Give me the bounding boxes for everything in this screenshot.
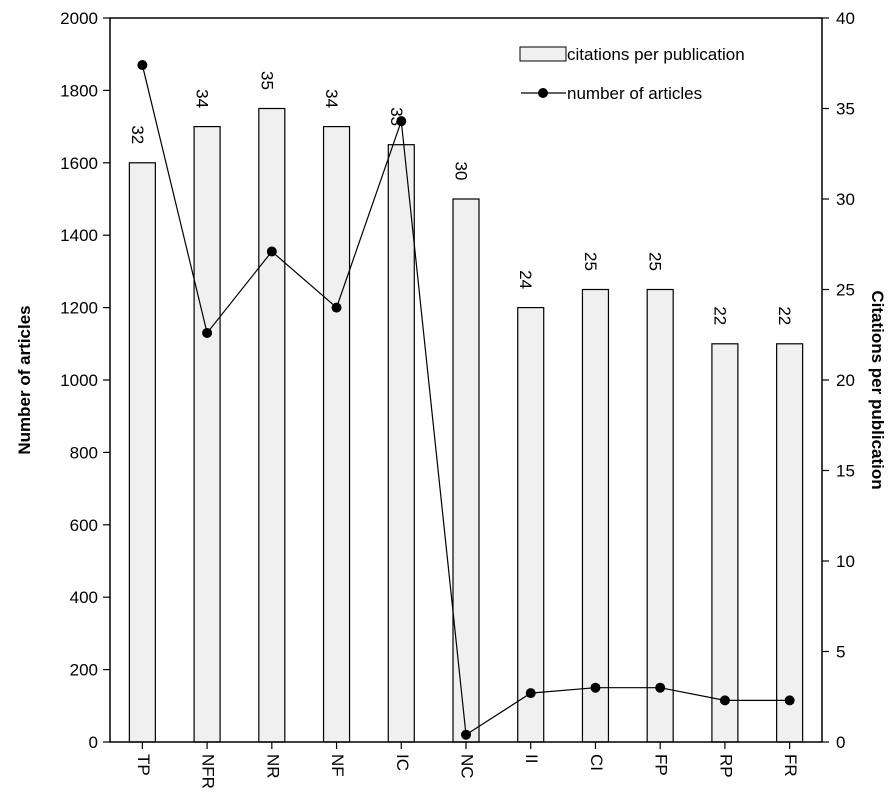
bar-value-label: 22	[710, 306, 729, 325]
x-tick-label: II	[522, 754, 541, 763]
x-tick-label: NR	[263, 754, 282, 779]
bar-nf	[322, 125, 351, 743]
bars-layer	[128, 107, 804, 743]
right-tick-label: 10	[836, 552, 855, 571]
left-tick-label: 1000	[60, 371, 98, 390]
legend-label-articles: number of articles	[567, 84, 702, 103]
bar-value-label: 22	[775, 306, 794, 325]
point-nf	[331, 302, 342, 313]
right-axis: 0 5 10 15 20 25 30 35 40	[822, 9, 855, 752]
y2-axis-title: Citations per publication	[868, 290, 887, 489]
bar-value-label: 34	[193, 89, 212, 108]
left-axis: 0 200 400 600 800 1000 1200 1400 1600 1800 2000	[60, 9, 110, 752]
x-tick-label: NF	[328, 754, 347, 777]
bar-ic	[387, 144, 415, 743]
bar-fr	[776, 343, 804, 743]
point-rp	[719, 695, 730, 706]
y-axis-title: Number of articles	[15, 305, 34, 454]
point-fp	[655, 682, 666, 693]
left-tick-label: 2000	[60, 9, 98, 28]
line-layer	[137, 60, 795, 740]
left-tick-label: 1600	[60, 154, 98, 173]
right-tick-label: 20	[836, 371, 855, 390]
bar-value-label: 35	[257, 71, 276, 90]
bar-fp	[646, 288, 674, 743]
x-tick-label: IC	[393, 754, 412, 771]
bar-value-label: 34	[322, 89, 341, 108]
point-ic	[396, 116, 407, 127]
bar-value-label: 25	[646, 252, 665, 271]
bar-nr	[258, 107, 286, 743]
right-tick-label: 5	[836, 643, 845, 662]
x-tick-label: CI	[587, 754, 606, 771]
left-tick-label: 800	[70, 443, 98, 462]
bar-value-label: 30	[452, 162, 471, 181]
left-tick-label: 200	[70, 661, 98, 680]
point-tp	[137, 60, 148, 71]
bar-value-label: 32	[128, 125, 147, 144]
point-ci	[590, 682, 601, 693]
x-tick-label: TP	[134, 754, 153, 776]
bar-value-label: 24	[516, 270, 535, 289]
legend-label-citations: citations per publication	[567, 45, 745, 64]
legend: citations per publication number of arti…	[519, 45, 745, 103]
x-tick-label: NFR	[199, 754, 218, 789]
left-tick-label: 1800	[60, 81, 98, 100]
left-tick-label: 600	[70, 516, 98, 535]
bar-tp	[128, 162, 156, 743]
left-tick-label: 1200	[60, 299, 98, 318]
bar-ci	[581, 288, 610, 743]
right-tick-label: 0	[836, 733, 845, 752]
point-nr	[266, 246, 277, 257]
x-tick-label: FP	[652, 754, 671, 776]
left-tick-label: 400	[70, 588, 98, 607]
x-axis: TP NFR NR NF IC NC II CI FP RP FR	[134, 742, 800, 789]
right-tick-label: 40	[836, 9, 855, 28]
right-tick-label: 30	[836, 190, 855, 209]
bar-rp	[711, 343, 739, 743]
bar-ii	[517, 307, 545, 743]
point-nc	[461, 729, 471, 740]
x-tick-label: NC	[458, 754, 477, 779]
bar-value-label: 25	[581, 252, 600, 271]
bar-nfr	[193, 125, 221, 743]
left-tick-label: 1400	[60, 226, 98, 245]
right-tick-label: 25	[836, 281, 855, 300]
x-tick-label: FR	[781, 754, 800, 777]
x-tick-label: RP	[716, 754, 735, 778]
bar-nc	[452, 198, 480, 743]
point-ii	[525, 688, 536, 699]
point-nfr	[202, 327, 213, 338]
left-tick-label: 0	[89, 733, 98, 752]
legend-marker-swatch	[538, 88, 548, 98]
legend-bar-swatch	[519, 46, 567, 62]
right-tick-label: 35	[836, 100, 855, 119]
point-fr	[784, 695, 795, 706]
right-tick-label: 15	[836, 462, 855, 481]
